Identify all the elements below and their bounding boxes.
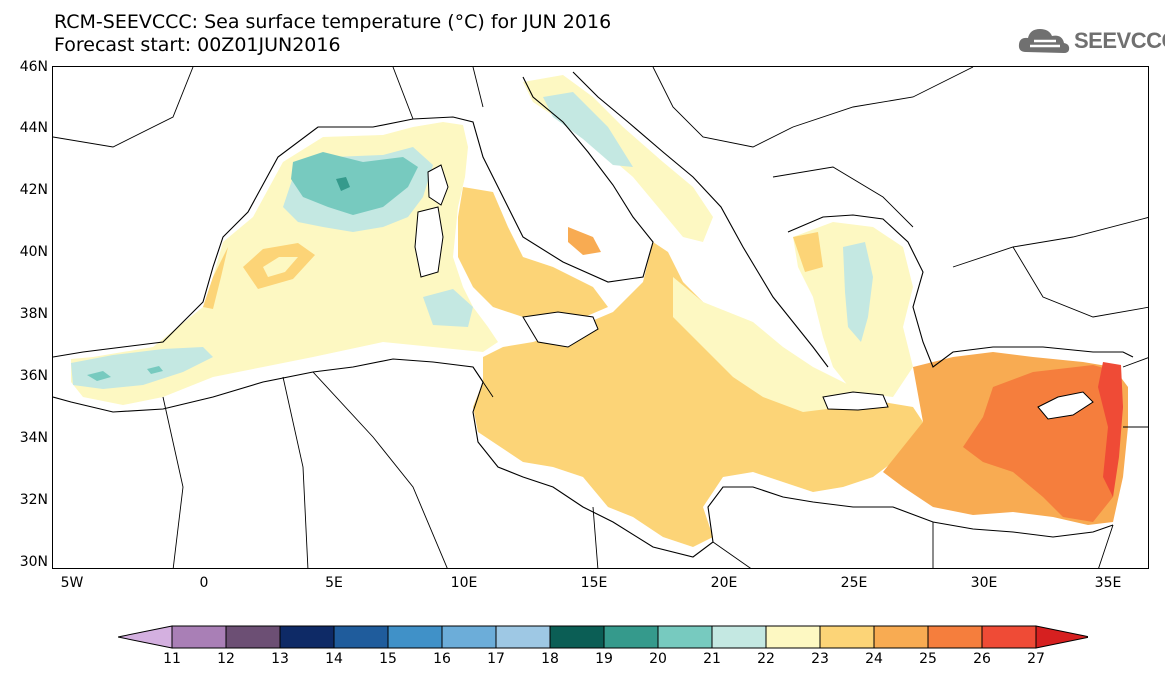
sst-zone-ionian-23 <box>673 277 863 412</box>
lon-label-15e: 15E <box>580 575 608 591</box>
sardinia-island <box>414 206 444 278</box>
cloud-icon <box>1018 29 1070 53</box>
colorbar-tick-label: 18 <box>541 651 559 667</box>
colorbar-box <box>225 625 281 649</box>
colorbar-box <box>171 625 227 649</box>
forecast-start-label: Forecast start: 00Z01JUN2016 <box>54 34 341 56</box>
lon-label-10e: 10E <box>450 575 478 591</box>
colorbar-box <box>441 625 497 649</box>
lat-label-34n: 34N <box>19 430 48 446</box>
lon-label-20e: 20E <box>710 575 738 591</box>
sst-zone-aegean-24 <box>793 232 823 272</box>
colorbar-tick-label: 22 <box>757 651 775 667</box>
sst-zone-adriatic-21 <box>543 92 633 167</box>
colorbar-box <box>657 625 713 649</box>
colorbar-tick-label: 21 <box>703 651 721 667</box>
cyprus-island <box>1037 391 1094 420</box>
colorbar-box <box>711 625 767 649</box>
colorbar-tick-label: 27 <box>1027 651 1045 667</box>
lat-label-38n: 38N <box>19 306 48 322</box>
north-africa-coastline <box>53 358 1114 558</box>
sicily-island <box>522 311 599 348</box>
lat-label-40n: 40N <box>19 244 48 260</box>
colorbar-box <box>927 625 983 649</box>
crete-island <box>822 391 889 411</box>
lon-label-35e: 35E <box>1094 575 1122 591</box>
sst-zone-balearic-23 <box>263 257 298 277</box>
colorbar-tick-label: 15 <box>379 651 397 667</box>
sst-zone-tyrrhenian-24 <box>458 187 608 322</box>
sst-zone-sardinia-channel-21 <box>423 289 473 327</box>
colorbar-tick-label: 12 <box>217 651 235 667</box>
sst-zone-tyrrhenian-25 <box>568 227 601 255</box>
colorbar-tick-label: 20 <box>649 651 667 667</box>
lon-label-5e: 5E <box>325 575 343 591</box>
lon-label-30e: 30E <box>970 575 998 591</box>
corsica-island <box>427 164 449 206</box>
sst-zone-aegean-21 <box>843 242 873 342</box>
colorbar-tick-label: 23 <box>811 651 829 667</box>
colorbar-box <box>873 625 929 649</box>
logo-text: SEEVCCC <box>1074 28 1165 53</box>
colorbar-tick-label: 24 <box>865 651 883 667</box>
lat-label-42n: 42N <box>19 182 48 198</box>
colorbar-box <box>765 625 821 649</box>
colorbar-tick-label: 25 <box>919 651 937 667</box>
sst-zone-core-19 <box>336 177 350 191</box>
colorbar-box <box>333 625 389 649</box>
seevccc-logo: SEEVCCC <box>1018 24 1165 58</box>
colorbar-box <box>279 625 335 649</box>
colorbar-tick-label: 17 <box>487 651 505 667</box>
sst-map <box>52 66 1149 569</box>
lon-label-0: 0 <box>199 575 209 591</box>
colorbar-box <box>387 625 443 649</box>
lat-label-44n: 44N <box>19 120 48 136</box>
sst-zone-gulf-of-lion-20 <box>291 152 418 215</box>
lon-label-25e: 25E <box>840 575 868 591</box>
colorbar-tick-label: 13 <box>271 651 289 667</box>
colorbar-tick-label: 11 <box>163 651 181 667</box>
lat-label-32n: 32N <box>19 492 48 508</box>
colorbar-tick-label: 16 <box>433 651 451 667</box>
colorbar-max-arrow <box>1035 625 1088 649</box>
lat-label-30n: 30N <box>19 554 48 570</box>
lat-label-36n: 36N <box>19 368 48 384</box>
lon-label-5w: 5W <box>60 575 84 591</box>
sst-zone-central-med-24 <box>473 242 923 547</box>
colorbar-min-arrow <box>118 625 173 649</box>
colorbar-box <box>981 625 1037 649</box>
colorbar-tick-label: 26 <box>973 651 991 667</box>
sst-zone-alboran-21 <box>71 347 213 389</box>
colorbar-tick-label: 19 <box>595 651 613 667</box>
sst-zone-spain-coast-24 <box>203 247 228 309</box>
sst-zone-alboran-20 <box>87 366 163 381</box>
map-title: RCM-SEEVCCC: Sea surface temperature (°C… <box>54 11 612 33</box>
map-canvas <box>53 67 1148 568</box>
colorbar-box <box>495 625 551 649</box>
lat-label-46n: 46N <box>19 59 48 75</box>
colorbar-tick-label: 14 <box>325 651 343 667</box>
sst-zone-levantine-27 <box>1098 362 1123 497</box>
colorbar-box <box>603 625 659 649</box>
colorbar-box <box>819 625 875 649</box>
colorbar-box <box>549 625 605 649</box>
europe-coastline <box>53 71 1134 368</box>
land-borders <box>53 67 1148 568</box>
colorbar <box>118 625 1088 649</box>
